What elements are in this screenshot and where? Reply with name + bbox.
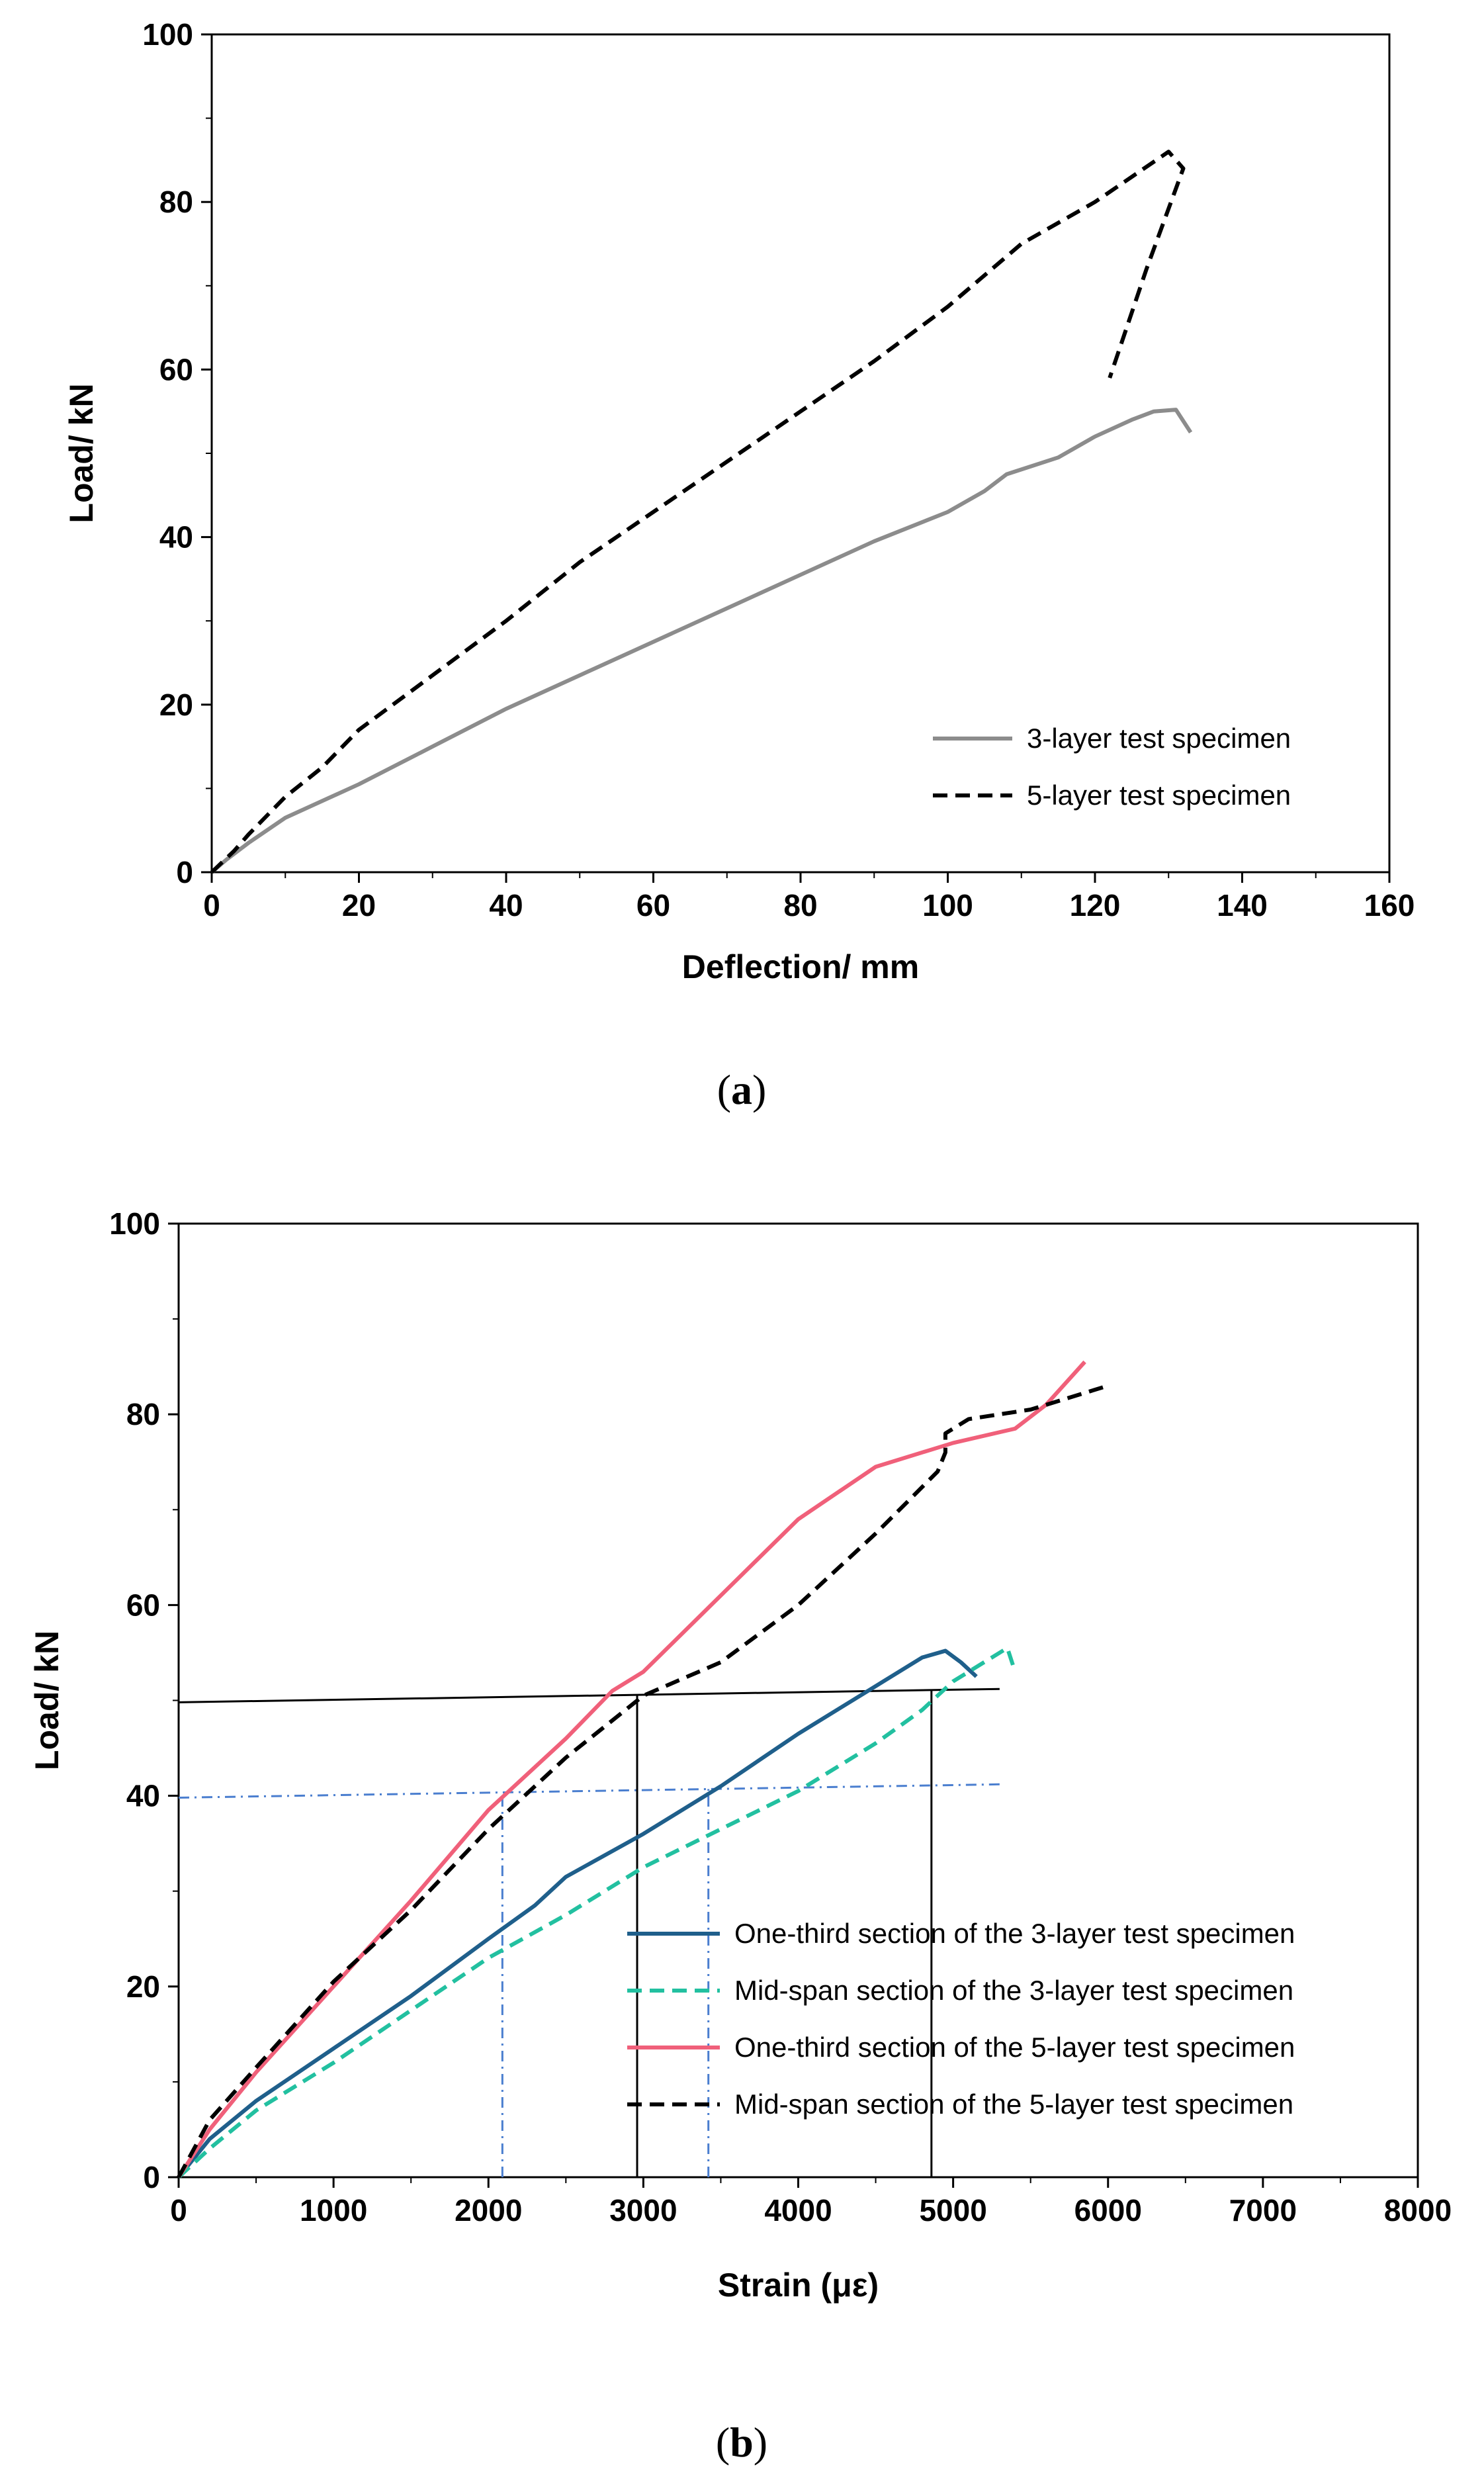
panel-b-y-axis-title: Load/ kN xyxy=(28,1631,65,1770)
panel-b-series xyxy=(177,1360,1109,2179)
y-tick-label: 20 xyxy=(126,1969,160,2004)
legend-label-one-third-section-of-the-3-layer-test-specimen: One-third section of the 3-layer test sp… xyxy=(734,1918,1295,1949)
series-line-one-third-section-of-the-3-layer-test-specimen xyxy=(177,1648,978,2179)
y-tick-label: 80 xyxy=(159,185,193,219)
x-tick-label: 2000 xyxy=(455,2193,522,2228)
legend-label-5-layer-test-specimen: 5-layer test specimen xyxy=(1027,780,1291,811)
series-line-3-layer-test-specimen xyxy=(210,408,1193,874)
series-line-mid-span-section-of-the-5-layer-test-specimen xyxy=(177,1384,1109,2179)
x-tick-label: 100 xyxy=(922,888,973,922)
x-tick-label: 4000 xyxy=(764,2193,832,2228)
y-tick-label: 20 xyxy=(159,688,193,722)
panel-b: 0 1000 2000 3000 4000 5000 6000 7000 8000 0 20 40 60… xyxy=(28,1206,1452,2466)
x-tick-label: 0 xyxy=(203,888,220,922)
y-tick-label: 0 xyxy=(176,855,193,889)
x-tick-label: 160 xyxy=(1364,888,1415,922)
y-tick-label: 60 xyxy=(159,352,193,386)
legend-label-mid-span-section-of-the-5-layer-test-specimen: Mid-span section of the 5-layer test spe… xyxy=(734,2089,1293,2120)
panel-a-caption-letter: a xyxy=(731,1066,752,1113)
y-tick-label: 40 xyxy=(126,1779,160,1813)
panel-b-legend: One-third section of the 3-layer test sp… xyxy=(627,1918,1295,2120)
x-tick-label: 8000 xyxy=(1384,2193,1452,2228)
panel-a-series xyxy=(210,150,1193,874)
x-tick-label: 3000 xyxy=(609,2193,677,2228)
panel-a-x-axis-title: Deflection/ mm xyxy=(682,948,919,985)
series-line-one-third-section-of-the-5-layer-test-specimen xyxy=(177,1360,1086,2179)
legend-label-one-third-section-of-the-5-layer-test-specimen: One-third section of the 5-layer test sp… xyxy=(734,2032,1295,2063)
y-tick-label: 0 xyxy=(143,2160,160,2194)
panel-a-caption: (a) xyxy=(717,1066,767,1113)
reference-line xyxy=(178,1783,1000,1799)
panel-b-axes: 0 1000 2000 3000 4000 5000 6000 7000 8000 0 20 40 60… xyxy=(109,1206,1452,2228)
panel-b-caption-letter: b xyxy=(730,2419,754,2466)
legend-label-mid-span-section-of-the-3-layer-test-specimen: Mid-span section of the 3-layer test spe… xyxy=(734,1975,1293,2006)
panel-a-y-axis-title: Load/ kN xyxy=(63,383,100,523)
panel-b-x-axis-title: Strain (με) xyxy=(718,2267,879,2304)
series-line-mid-span-section-of-the-3-layer-test-specimen xyxy=(177,1646,1018,2179)
y-tick-label: 100 xyxy=(142,17,193,52)
x-tick-label: 6000 xyxy=(1074,2193,1142,2228)
y-tick-label: 80 xyxy=(126,1397,160,1431)
panel-a-legend: 3-layer test specimen 5-layer test specim… xyxy=(933,723,1291,811)
x-tick-label: 40 xyxy=(489,888,523,922)
panel-b-reference-lines xyxy=(178,1688,1000,2177)
y-tick-label: 60 xyxy=(126,1588,160,1622)
x-tick-label: 120 xyxy=(1070,888,1121,922)
panel-a-axes: 0 20 40 60 80 100 120 140 160 0 20 40 60 80 100 xyxy=(142,17,1415,922)
x-tick-label: 60 xyxy=(636,888,670,922)
x-tick-label: 1000 xyxy=(300,2193,367,2228)
x-tick-label: 5000 xyxy=(919,2193,986,2228)
series-line-5-layer-test-specimen xyxy=(210,150,1186,874)
panel-b-caption: (b) xyxy=(716,2419,767,2466)
x-tick-label: 80 xyxy=(783,888,817,922)
x-tick-label: 7000 xyxy=(1229,2193,1297,2228)
x-tick-label: 20 xyxy=(342,888,376,922)
x-tick-label: 140 xyxy=(1217,888,1268,922)
legend-label-3-layer-test-specimen: 3-layer test specimen xyxy=(1027,723,1291,754)
reference-line xyxy=(178,1688,1000,1703)
y-tick-label: 100 xyxy=(109,1206,160,1241)
panel-a: 0 20 40 60 80 100 120 140 160 0 20 40 60 80 100 3-laye… xyxy=(63,17,1415,1113)
x-tick-label: 0 xyxy=(170,2193,187,2228)
y-tick-label: 40 xyxy=(159,520,193,555)
